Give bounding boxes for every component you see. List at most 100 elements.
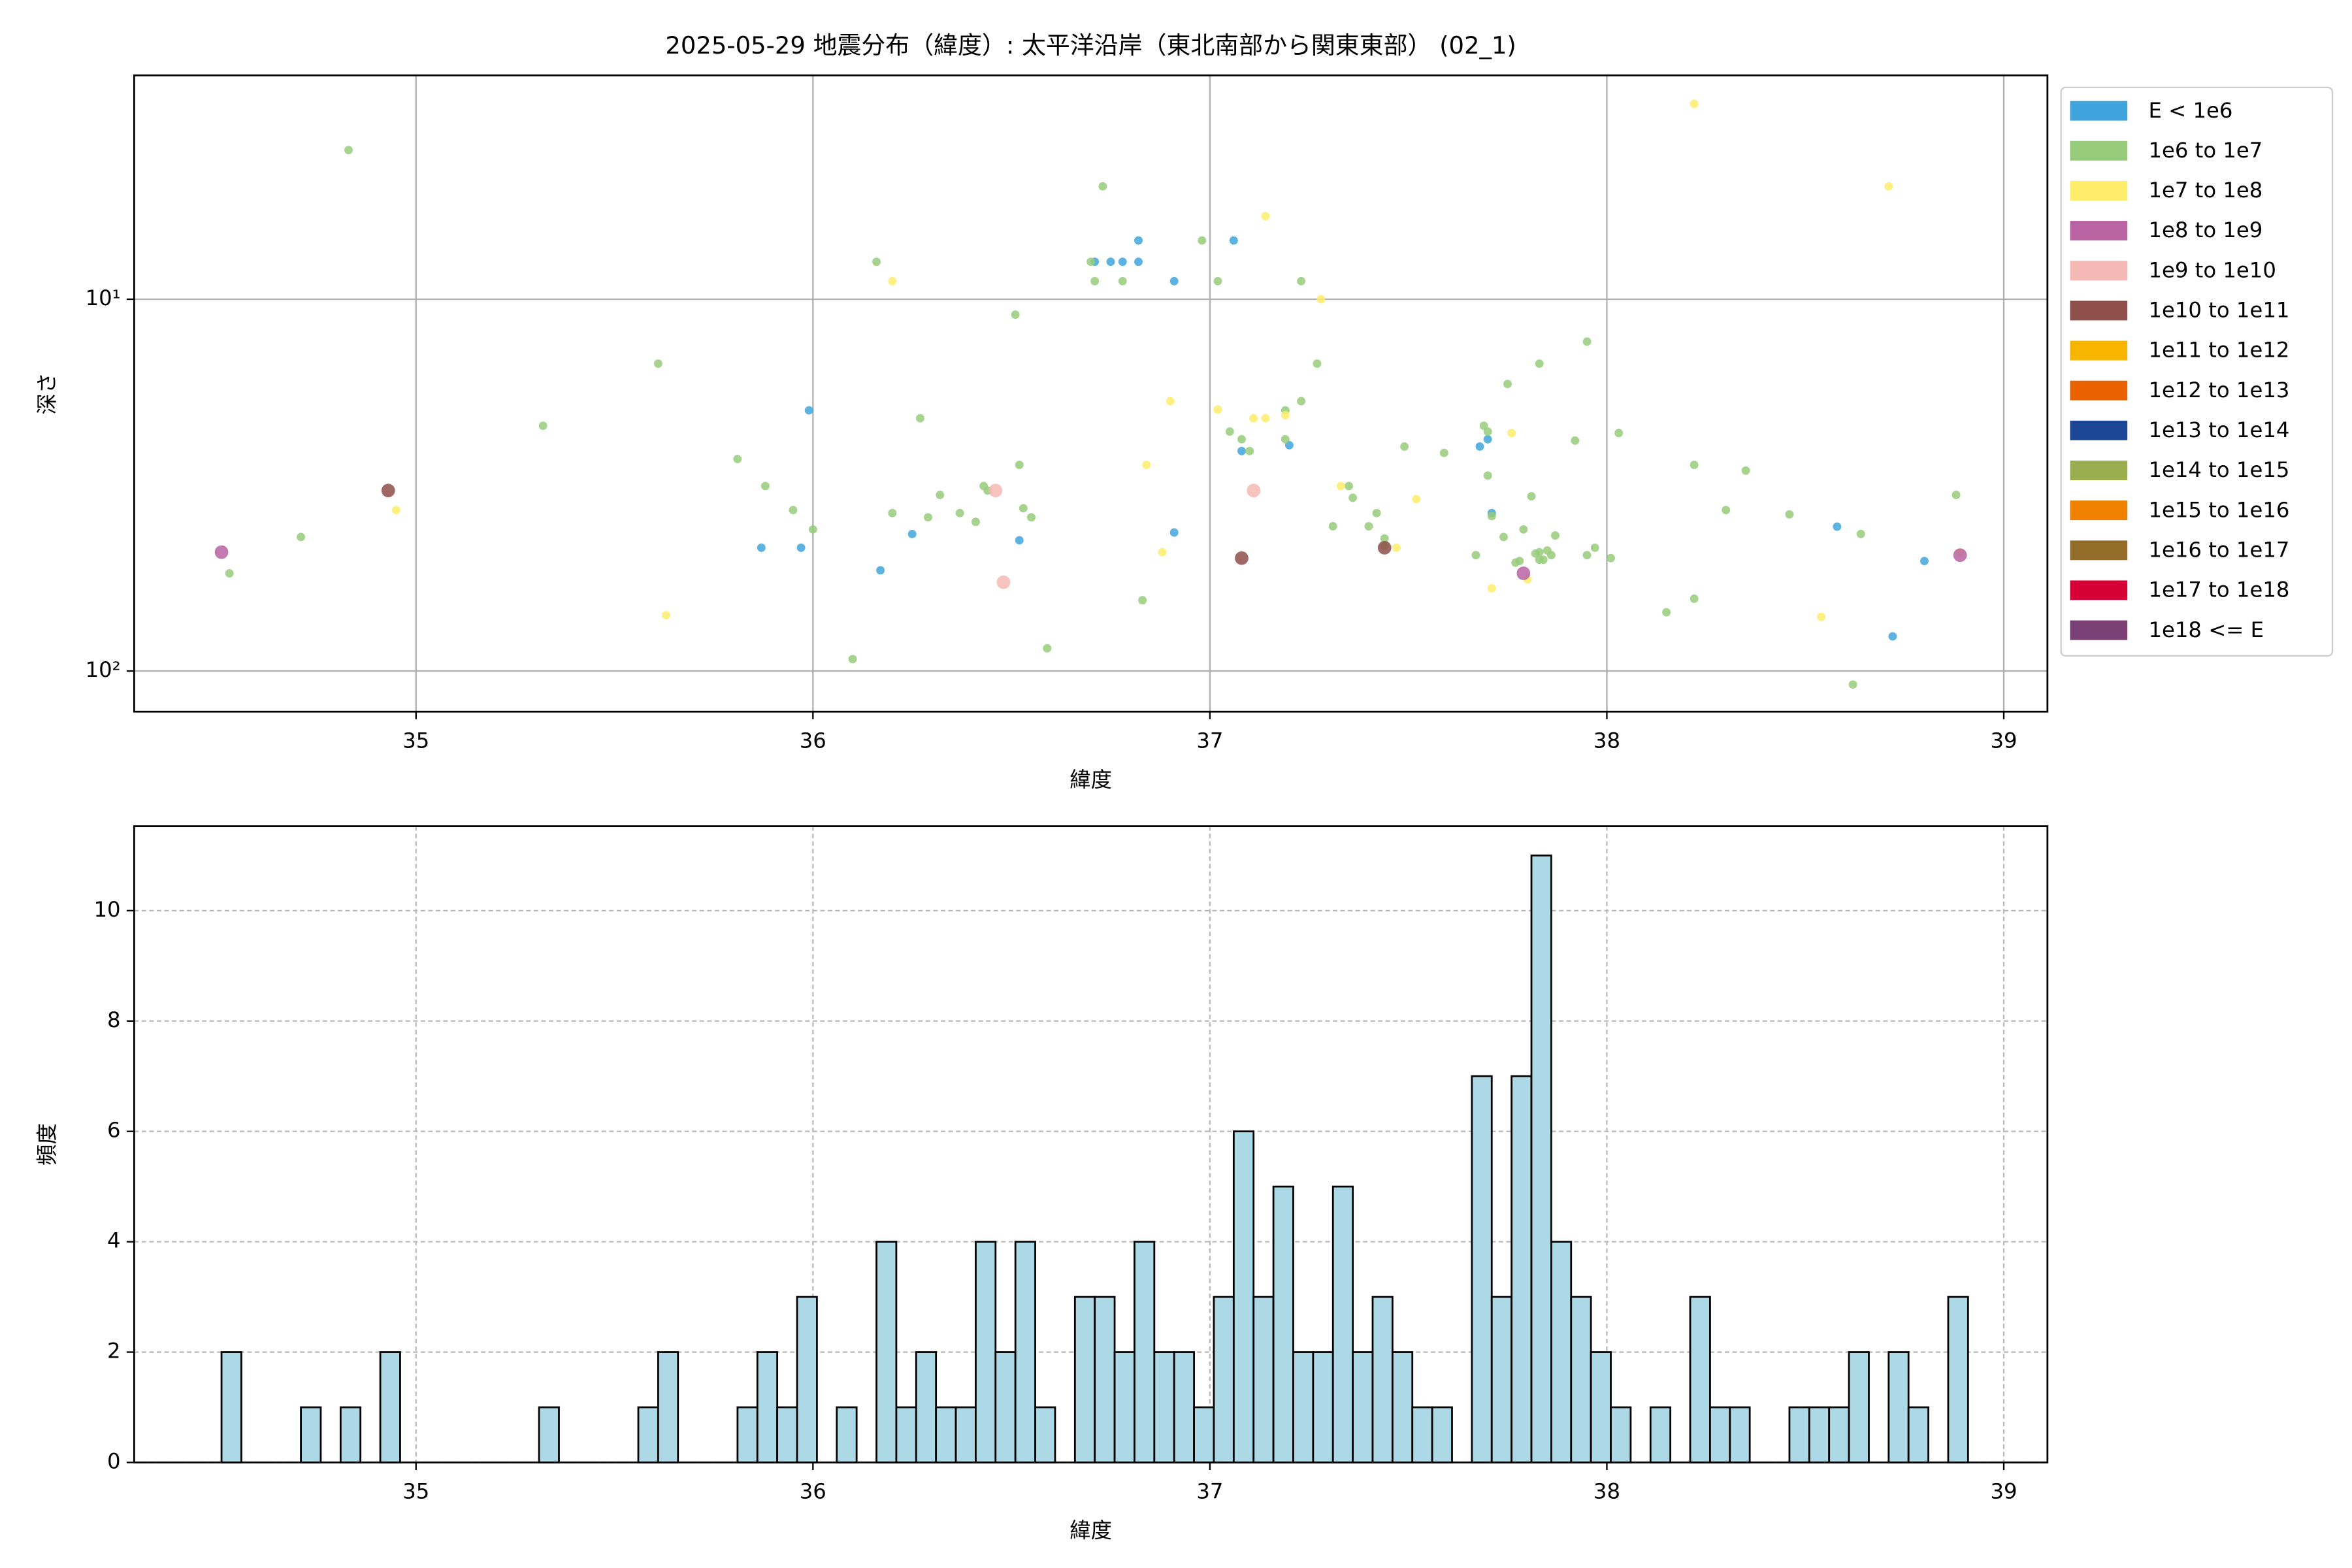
x-axis-label: 緯度 — [1070, 1518, 1112, 1543]
x-tick-label: 37 — [1196, 728, 1223, 753]
scatter-point — [1169, 276, 1179, 286]
scatter-point — [757, 543, 766, 552]
legend-swatch — [2070, 620, 2128, 640]
legend-swatch — [2070, 340, 2128, 361]
legend-swatch — [2070, 380, 2128, 400]
histogram-bar — [220, 1351, 242, 1463]
scatter-point — [1499, 532, 1508, 542]
scatter-point — [391, 506, 400, 515]
scatter-point — [915, 414, 924, 423]
scatter-point — [888, 508, 897, 517]
x-tick-label: 35 — [402, 1479, 429, 1504]
histogram-bar — [1848, 1351, 1870, 1463]
scatter-point — [955, 508, 964, 517]
histogram-bar — [1252, 1296, 1275, 1463]
scatter-point — [1848, 680, 1857, 689]
scatter-point — [1090, 276, 1100, 286]
scatter-point — [1471, 551, 1480, 560]
scatter-point — [1106, 257, 1115, 267]
histogram-bar — [1113, 1351, 1135, 1463]
histogram-bar — [1511, 1075, 1533, 1463]
scatter-point — [1245, 446, 1254, 455]
scatter-point — [1487, 512, 1496, 521]
scatter-point — [1297, 397, 1306, 406]
scatter-point — [1261, 414, 1270, 423]
histogram-bar — [935, 1406, 957, 1463]
scatter-point — [1213, 405, 1222, 414]
scatter-point — [1582, 551, 1592, 560]
histogram-bar — [1689, 1296, 1711, 1463]
histogram-bar — [1411, 1406, 1433, 1463]
legend-label: 1e8 to 1e9 — [2148, 218, 2262, 242]
x-tick-label: 39 — [1990, 728, 2017, 753]
legend-label: 1e15 to 1e16 — [2148, 497, 2289, 522]
histogram-bar — [1471, 1075, 1493, 1463]
scatter-point — [876, 566, 885, 575]
histogram-bar — [1094, 1296, 1116, 1463]
scatter-point — [1439, 448, 1448, 457]
legend-swatch — [2070, 461, 2128, 480]
scatter-point — [1519, 525, 1528, 534]
histogram-bar — [1352, 1351, 1374, 1463]
legend-swatch — [2070, 261, 2128, 281]
legend-label: 1e7 to 1e8 — [2148, 178, 2262, 203]
histogram-bar — [1947, 1296, 1969, 1463]
histogram-bar — [1272, 1185, 1294, 1463]
scatter-point — [1785, 510, 1794, 519]
scatter-point — [1571, 436, 1580, 445]
y-tick-label: 0 — [107, 1448, 121, 1473]
scatter-point — [1372, 508, 1381, 517]
scatter-point — [907, 529, 917, 538]
histogram-bar — [736, 1406, 759, 1463]
legend-label: 1e18 <= E — [2148, 617, 2264, 642]
histogram-bar — [1808, 1406, 1831, 1463]
scatter-point — [1856, 529, 1865, 538]
legend-swatch — [2070, 580, 2128, 600]
histogram-bar — [1193, 1406, 1215, 1463]
scatter-point — [733, 455, 742, 464]
scatter-point — [1527, 492, 1536, 501]
scatter-point — [1535, 547, 1544, 557]
scatter-point — [344, 146, 353, 155]
scatter-point — [1690, 99, 1699, 108]
plot-frame — [133, 74, 2049, 713]
y-tick-label: 10² — [86, 657, 121, 682]
scatter-point — [1237, 434, 1246, 444]
scatter-point — [1380, 534, 1389, 543]
scatter-point — [1043, 644, 1052, 653]
scatter-point — [760, 482, 770, 491]
histogram-bar — [915, 1351, 938, 1463]
histogram-bar — [1292, 1351, 1315, 1463]
scatter-point — [1722, 506, 1731, 515]
histogram-bar — [895, 1406, 917, 1463]
scatter-point — [662, 611, 670, 620]
scatter-point — [1237, 446, 1246, 455]
scatter-point — [789, 506, 798, 515]
histogram-bar — [1550, 1241, 1573, 1463]
scatter-point — [1690, 594, 1699, 603]
scatter-point — [1011, 310, 1020, 319]
scatter-point — [808, 525, 817, 534]
histogram-bar — [1173, 1351, 1195, 1463]
scatter-point — [1316, 295, 1326, 304]
scatter-point — [1539, 555, 1548, 564]
scatter-point — [1884, 182, 1893, 191]
scatter-point — [1019, 504, 1028, 513]
x-tick-label: 37 — [1196, 1479, 1223, 1504]
scatter-point — [1166, 397, 1175, 406]
scatter-point — [1507, 429, 1516, 438]
x-tick-label: 35 — [402, 728, 429, 753]
histogram-bar — [796, 1296, 818, 1463]
histogram-bar — [776, 1406, 798, 1463]
legend-label: 1e9 to 1e10 — [2148, 257, 2276, 282]
scatter-point — [297, 532, 306, 542]
scatter-point — [1281, 410, 1290, 419]
scatter-point — [996, 575, 1011, 589]
legend-label: 1e17 to 1e18 — [2148, 578, 2289, 602]
scatter-point — [1015, 536, 1024, 545]
scatter-point — [1487, 583, 1496, 593]
histogram-bar — [1391, 1351, 1414, 1463]
histogram-bar — [1649, 1406, 1672, 1463]
scatter-point — [1098, 182, 1107, 191]
